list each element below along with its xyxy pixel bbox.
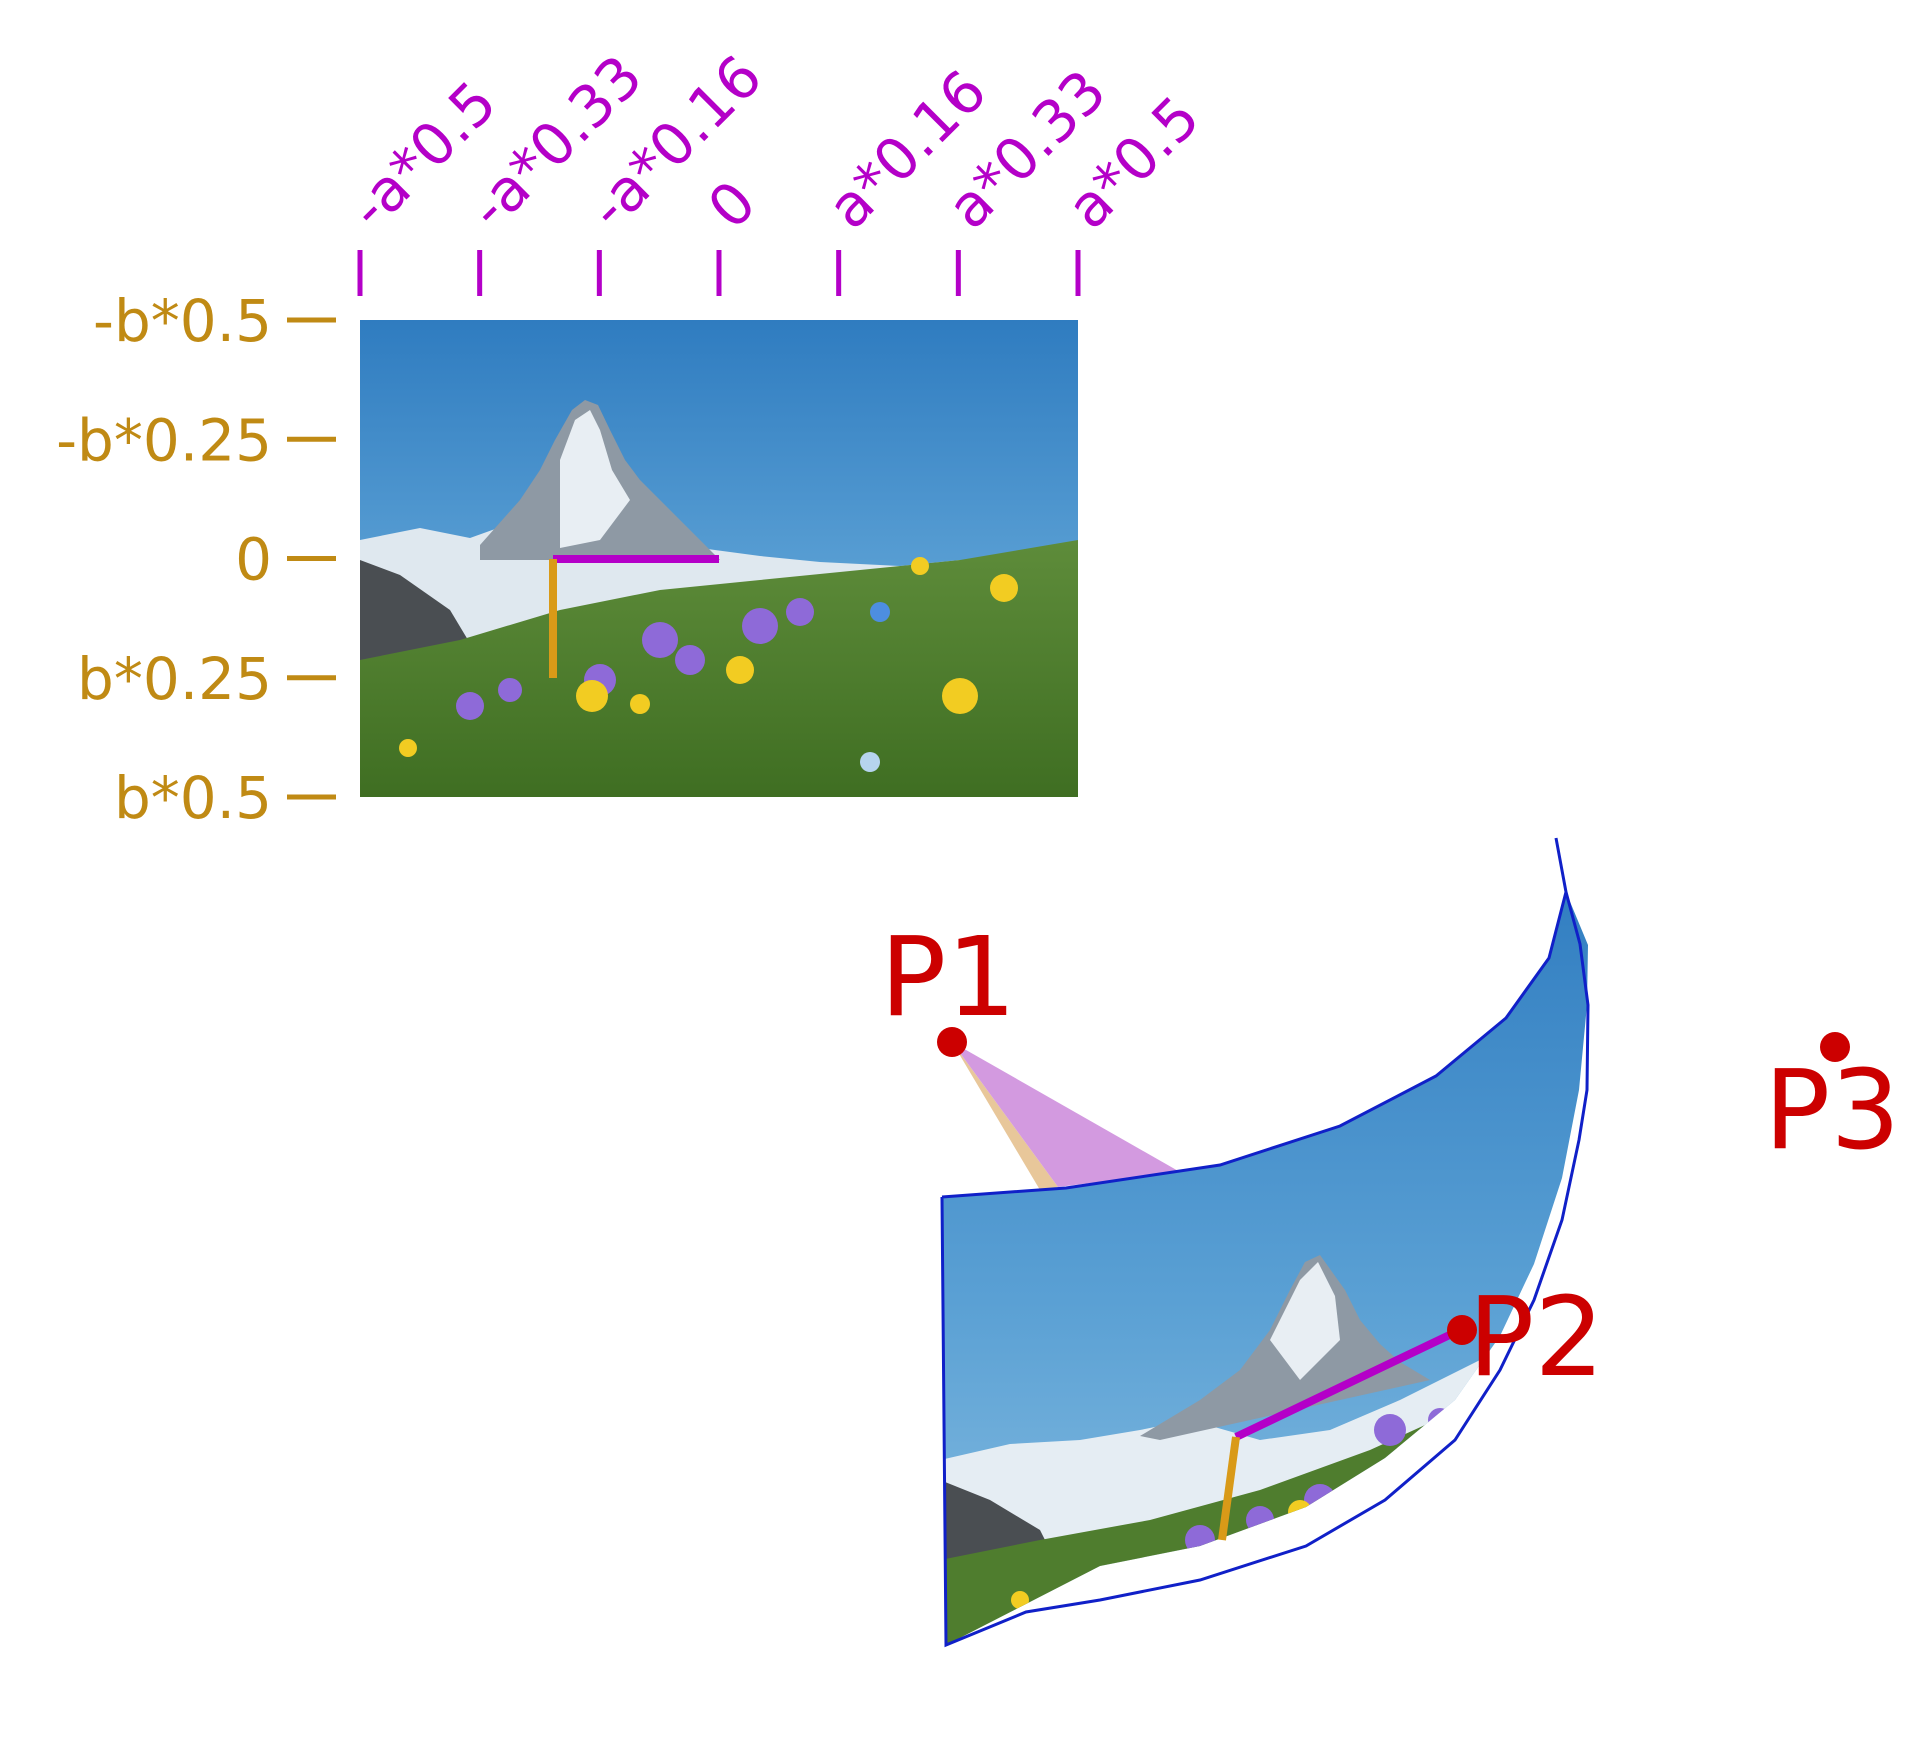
point-p3-dot xyxy=(1820,1032,1850,1062)
point-p2-dot xyxy=(1447,1315,1477,1345)
points: P1 P2 P3 xyxy=(880,913,1900,1401)
point-p1-label: P1 xyxy=(880,913,1016,1041)
y-tick-label: b*0.5 xyxy=(114,764,272,832)
flowers xyxy=(399,557,1018,772)
y-tick-label: -b*0.5 xyxy=(93,287,272,355)
projected-surface xyxy=(940,837,1590,1648)
y-tick-label: -b*0.25 xyxy=(56,406,272,474)
x-tick-label: 0 xyxy=(695,168,769,242)
y-axis: -b*0.5 -b*0.25 0 b*0.25 b*0.5 xyxy=(56,287,336,832)
projection-ray-a xyxy=(952,1042,1180,1187)
source-image xyxy=(360,320,1078,797)
point-p2-label: P2 xyxy=(1468,1273,1604,1401)
y-tick-label: b*0.25 xyxy=(77,645,272,713)
point-p1-dot xyxy=(937,1027,967,1057)
point-p3-label: P3 xyxy=(1764,1046,1900,1174)
y-tick-label: 0 xyxy=(235,526,272,594)
x-axis: -a*0.5-a*0.33-a*0.160 a*0.16a*0.33a*0.5 xyxy=(336,42,1213,296)
projection-ray-b xyxy=(952,1042,1058,1190)
